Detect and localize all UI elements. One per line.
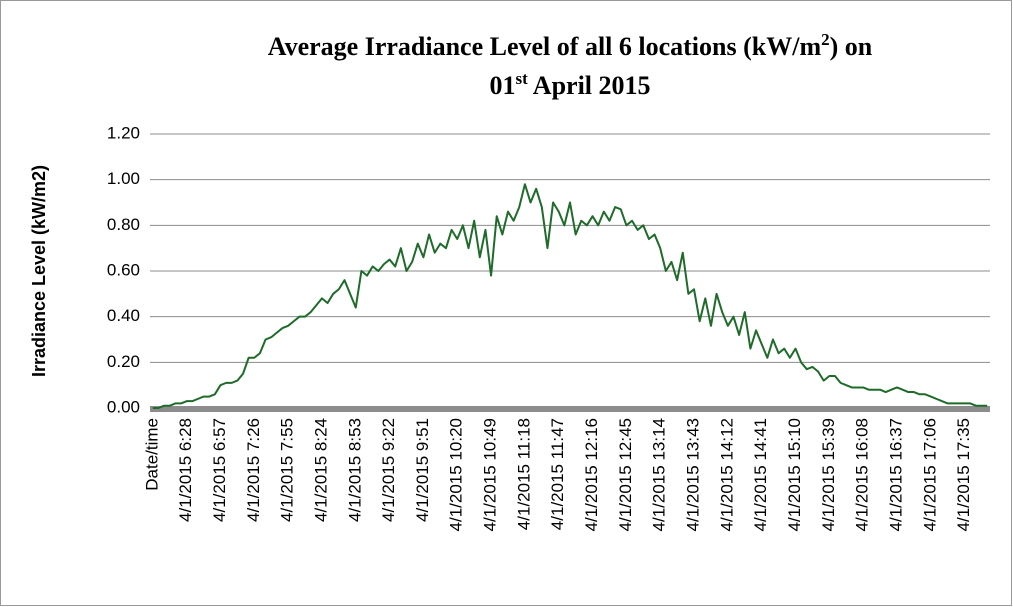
y-tick-label: 1.20 [107,123,140,142]
x-tick-label: 4/1/2015 8:24 [311,418,330,522]
title-text: 01 [489,71,515,100]
x-tick-label: 4/1/2015 16:08 [853,418,872,531]
x-tick-label: 4/1/2015 6:28 [176,418,195,522]
x-axis [150,406,990,412]
x-tick-label: 4/1/2015 7:55 [278,418,297,522]
x-tick-label: 4/1/2015 6:57 [210,418,229,522]
title-text: April 2015 [528,71,651,100]
chart-title: Average Irradiance Level of all 6 locati… [268,30,873,61]
title-text: ) on [830,32,873,61]
x-tick-label: 4/1/2015 14:41 [751,418,770,531]
chart-title: 01st April 2015 [489,69,650,100]
x-tick-label: 4/1/2015 9:51 [413,418,432,522]
data-line [152,183,988,409]
y-tick-label: 0.60 [107,260,140,279]
x-tick-label: 4/1/2015 15:10 [785,418,804,531]
y-tick-label: 1.00 [107,169,140,188]
x-tick-label: 4/1/2015 15:39 [819,418,838,531]
x-tick-label: 4/1/2015 13:14 [650,418,669,531]
x-tick-label: 4/1/2015 9:22 [379,418,398,522]
x-tick-label: 4/1/2015 17:06 [920,418,939,531]
x-tick-label: 4/1/2015 13:43 [684,418,703,531]
title-sup: 2 [821,30,830,49]
y-tick-label: 0.00 [107,397,140,416]
x-tick-label: 4/1/2015 12:16 [582,418,601,531]
x-tick-label: 4/1/2015 10:49 [481,418,500,531]
y-tick-label: 0.80 [107,215,140,234]
x-tick-label: 4/1/2015 10:20 [447,418,466,531]
title-text: Average Irradiance Level of all 6 locati… [268,32,822,61]
title-sup: st [515,69,528,88]
x-tick-label: 4/1/2015 11:47 [548,418,567,530]
x-tick-label: 4/1/2015 14:12 [717,418,736,531]
x-tick-label: 4/1/2015 17:35 [954,418,973,531]
x-tick-label: 4/1/2015 11:18 [514,418,533,530]
x-tick-label: 4/1/2015 8:53 [345,418,364,522]
x-tick-label: 4/1/2015 16:37 [886,418,905,531]
y-axis-label: Irradiance Level (kW/m2) [29,165,49,377]
y-tick-label: 0.20 [107,352,140,371]
y-tick-label: 0.40 [107,306,140,325]
x-tick-label: Date/time [142,418,161,491]
x-tick-label: 4/1/2015 12:45 [616,418,635,531]
x-tick-label: 4/1/2015 7:26 [244,418,263,522]
